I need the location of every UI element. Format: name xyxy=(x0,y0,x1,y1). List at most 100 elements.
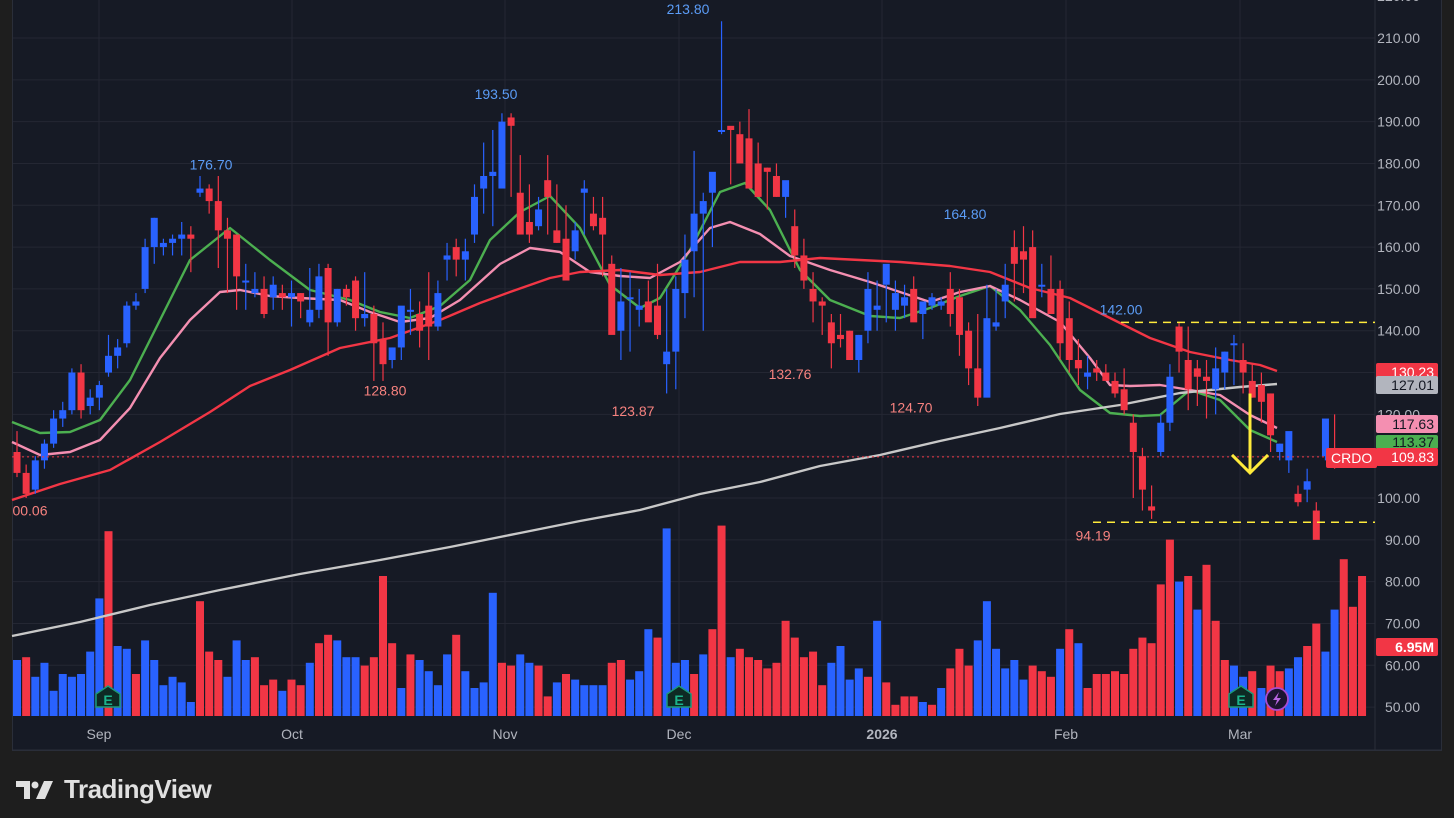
candle-body xyxy=(452,247,460,260)
candle-body xyxy=(1203,376,1210,381)
volume-bar xyxy=(86,651,95,716)
volume-bar xyxy=(159,685,168,716)
volume-bar xyxy=(992,648,1001,716)
volume-bar xyxy=(58,674,67,716)
candle-body xyxy=(919,301,927,315)
earnings-marker-icon[interactable]: E xyxy=(666,685,692,708)
candle-body xyxy=(809,288,817,302)
candle-body xyxy=(800,255,808,281)
volume-bar xyxy=(1303,646,1312,716)
tradingview-logo[interactable]: TradingView xyxy=(16,774,212,805)
volume-bar xyxy=(113,646,122,716)
earnings-marker-icon[interactable]: E xyxy=(95,685,121,708)
volume-bar xyxy=(699,654,708,716)
volume-tag: 6.95M xyxy=(1376,638,1438,656)
volume-bar xyxy=(900,696,909,716)
volume-bars xyxy=(13,525,1367,716)
moving-average-line xyxy=(11,382,1278,638)
candle-body xyxy=(827,322,835,344)
candle-body xyxy=(891,293,899,310)
volume-bar xyxy=(360,665,369,716)
candle-body xyxy=(132,301,140,306)
candle-body xyxy=(1321,418,1329,457)
volume-bar xyxy=(525,662,534,716)
candle-body xyxy=(150,217,158,248)
arrow-head xyxy=(1230,453,1270,476)
volume-bar xyxy=(1257,688,1266,716)
candle-body xyxy=(1001,284,1009,302)
volume-bar xyxy=(836,646,845,716)
volume-bar xyxy=(1065,629,1074,716)
volume-bar xyxy=(580,685,589,716)
volume-bar xyxy=(552,682,561,716)
candle-body xyxy=(1056,288,1064,344)
volume-bar xyxy=(1138,637,1147,716)
candle-body xyxy=(1111,380,1119,394)
volume-bar xyxy=(745,657,753,716)
volume-bar xyxy=(49,690,58,716)
volume-bar xyxy=(1028,665,1037,716)
price-axis-label: 70.00 xyxy=(1385,615,1420,631)
dividend-lightning-icon[interactable] xyxy=(1265,687,1289,711)
volume-bar xyxy=(314,643,323,716)
candle-body xyxy=(315,276,323,310)
candle-body xyxy=(654,305,661,335)
candle-body xyxy=(397,305,405,348)
volume-bar xyxy=(1339,559,1348,716)
volume-bar xyxy=(260,685,269,716)
candle-body xyxy=(95,385,103,398)
volume-bar xyxy=(1330,609,1339,716)
volume-bar xyxy=(571,679,580,716)
candle-body xyxy=(507,117,515,126)
candle-body xyxy=(352,280,360,319)
earnings-badge xyxy=(95,685,121,708)
volume-bar xyxy=(369,657,378,716)
volume-bar xyxy=(598,685,607,716)
candle-body xyxy=(1129,422,1137,453)
volume-bar xyxy=(964,665,973,716)
candle-body xyxy=(205,188,213,202)
volume-bar xyxy=(1284,668,1293,716)
candle-body xyxy=(910,288,918,323)
earnings-marker-icon[interactable]: E xyxy=(1228,685,1254,708)
candle-body xyxy=(1303,481,1311,490)
candle-body xyxy=(114,347,122,356)
time-axis-label: Nov xyxy=(493,726,518,742)
price-axis-label: 160.00 xyxy=(1377,239,1420,255)
candle-body xyxy=(1276,443,1284,453)
volume-bar xyxy=(909,696,918,716)
volume-bar xyxy=(77,674,86,716)
candle-body xyxy=(288,293,295,298)
volume-bar xyxy=(31,676,40,716)
candle-body xyxy=(425,305,433,327)
volume-bar xyxy=(269,679,278,716)
volume-bar xyxy=(296,685,305,716)
volume-bar xyxy=(397,688,406,716)
volume-bar xyxy=(452,634,461,716)
volume-bar xyxy=(1092,674,1101,716)
candle-body xyxy=(901,297,909,306)
volume-bar xyxy=(653,637,662,716)
volume-bar xyxy=(891,704,900,716)
earnings-letter: E xyxy=(1236,692,1245,708)
candle-body xyxy=(1248,380,1256,398)
candle-body xyxy=(1221,351,1229,373)
volume-bar xyxy=(763,668,772,716)
candle-body xyxy=(699,201,707,214)
candle-body xyxy=(40,443,48,461)
volume-bar xyxy=(863,676,872,716)
candle-body xyxy=(1102,372,1110,381)
volume-bar xyxy=(95,598,104,716)
volume-bar xyxy=(342,657,351,716)
candle-body xyxy=(269,284,277,298)
candle-body xyxy=(599,217,607,235)
candle-body xyxy=(745,138,753,189)
volume-bar xyxy=(1156,584,1165,716)
price-axis-label: 100.00 xyxy=(1377,490,1420,506)
volume-bar xyxy=(1056,648,1065,716)
volume-bar xyxy=(1220,660,1229,716)
candle-body xyxy=(379,339,387,365)
volume-bar xyxy=(13,660,21,716)
volume-bar xyxy=(1211,620,1220,716)
